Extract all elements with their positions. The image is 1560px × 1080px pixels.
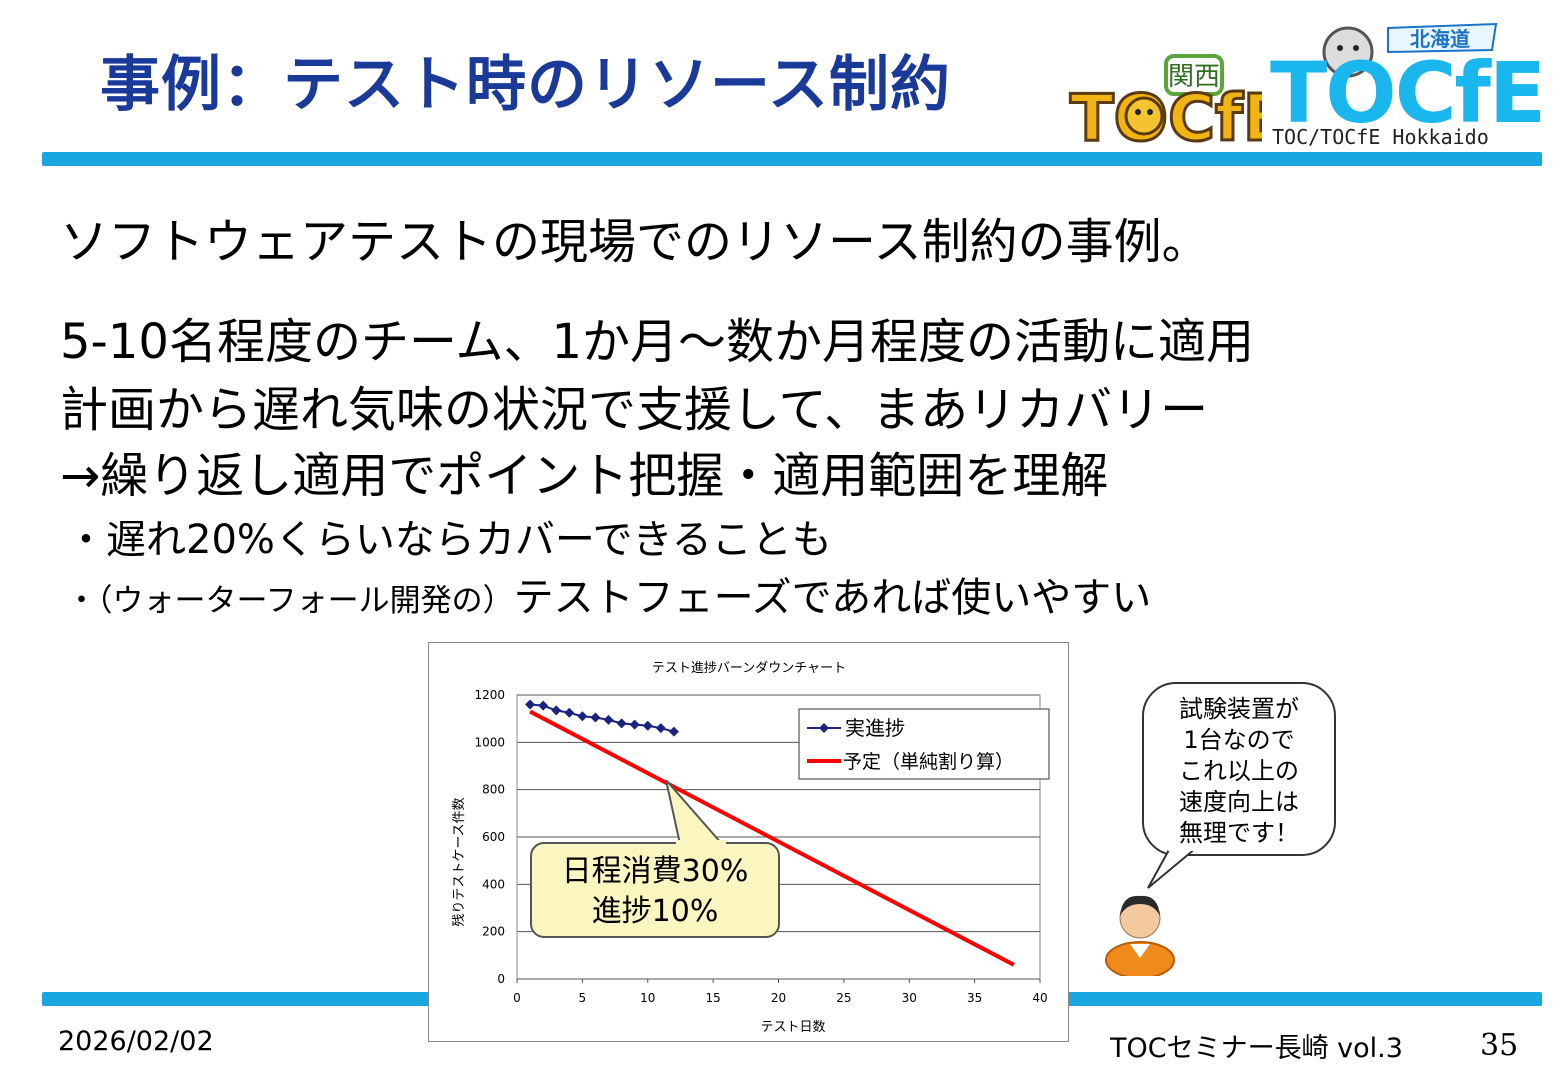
bullet-2-prefix: ・（ウォーターフォール開発の） <box>66 583 514 619</box>
chart-x-tick-label: 25 <box>836 991 851 1005</box>
chart-title: テスト進捗バーンダウンチャート <box>652 661 846 676</box>
chart-point-actual <box>603 714 614 725</box>
body-line-1: ソフトウェアテストの現場でのリソース制約の事例。 <box>60 214 1210 270</box>
chart-x-tick-label: 10 <box>640 991 655 1005</box>
bullet-2-main: テストフェーズであれば使いやすい <box>513 575 1152 621</box>
chart-y-tick-label: 400 <box>482 877 505 891</box>
chart-x-tick-label: 35 <box>967 991 982 1005</box>
page-number: 35 <box>1480 1028 1519 1063</box>
speech-line: 試験装置が <box>1179 695 1299 723</box>
chart-point-actual <box>655 723 666 734</box>
chart-point-actual <box>564 707 575 718</box>
speech-line: 速度向上は <box>1179 788 1299 816</box>
chart-point-actual <box>629 719 640 730</box>
tocfe-hokkaido-logo: 北海道 TOCfE TOC/TOCfE Hokkaido <box>1270 22 1540 149</box>
kansai-logo-text: TOCfE <box>1070 82 1262 150</box>
chart-series-plan-line <box>529 709 1015 967</box>
tocfe-kansai-logo: 関西 TOCfE <box>1069 54 1262 150</box>
body-line-4: →繰り返し適用でポイント把握・適用範囲を理解 <box>60 448 1109 504</box>
chart-y-tick-label: 600 <box>482 830 505 844</box>
schedule-callout: 日程消費30% 進捗10% <box>530 842 780 938</box>
legend-marker-actual <box>819 723 829 733</box>
bullet-1: ・遅れ20%くらいならカバーできることも <box>66 517 832 563</box>
chart-point-actual <box>551 705 562 716</box>
legend-label-plan: 予定（単純割り算） <box>843 751 1014 773</box>
chart-point-actual <box>590 712 601 723</box>
speech-line: これ以上の <box>1179 757 1299 785</box>
speech-line: 無理です！ <box>1179 819 1299 847</box>
person-icon <box>1105 895 1175 976</box>
chart-y-tick-label: 200 <box>482 925 505 939</box>
chart-y-tick-label: 1000 <box>474 735 505 749</box>
hokkaido-logo-text: TOCfE <box>1270 44 1540 142</box>
kansai-badge-text: 関西 <box>1168 62 1220 92</box>
chart-x-tick-label: 40 <box>1032 991 1047 1005</box>
callout-pointer <box>665 780 726 846</box>
chart-y-tick-label: 1200 <box>474 688 505 702</box>
hokkaido-flag-text: 北海道 <box>1410 27 1470 51</box>
speech-line: 1台なので <box>1183 726 1295 754</box>
footer-event: TOCセミナー長崎 vol.3 <box>1110 1033 1403 1064</box>
callout-line-1: 日程消費30% <box>561 854 749 889</box>
chart-x-label: テスト日数 <box>760 1020 825 1035</box>
body-line-2: 5-10名程度のチーム、1か月～数か月程度の活動に適用 <box>60 314 1255 370</box>
hokkaido-caption: TOC/TOCfE Hokkaido <box>1272 125 1489 149</box>
chart-x-tick-label: 15 <box>705 991 720 1005</box>
speech-bubble-tail <box>1147 846 1199 889</box>
chart-x-tick-label: 0 <box>513 991 521 1005</box>
chart-point-actual <box>538 700 549 711</box>
chart-y-tick-label: 0 <box>497 972 505 986</box>
chart-point-actual <box>668 726 679 737</box>
bullet-2: ・（ウォーターフォール開発の）テストフェーズであれば使いやすい <box>66 578 1151 618</box>
chart-x-tick-label: 5 <box>579 991 587 1005</box>
header-divider <box>42 152 1542 166</box>
chart-point-actual <box>577 711 588 722</box>
chart-x-tick-label: 20 <box>771 991 786 1005</box>
chart-y-tick-label: 800 <box>482 783 505 797</box>
speech-bubble: 試験装置が 1台なのでこれ以上の速度向上は無理です！ <box>1142 682 1336 856</box>
legend-label-actual: 実進捗 <box>845 716 905 740</box>
callout-line-2: 進捗10% <box>591 894 719 929</box>
chart-legend-box <box>798 708 1050 780</box>
chart-point-actual <box>525 699 536 710</box>
footer-date: 2026/02/02 <box>58 1026 214 1057</box>
chart-point-actual <box>642 720 653 731</box>
slide-title: 事例：テスト時のリソース制約 <box>100 50 951 120</box>
body-line-3: 計画から遅れ気味の状況で支援して、まあリカバリー <box>60 382 1209 438</box>
chart-point-actual <box>616 718 627 729</box>
chart-y-label: 残りテストケース件数 <box>452 797 467 926</box>
chart-x-tick-label: 30 <box>902 991 917 1005</box>
